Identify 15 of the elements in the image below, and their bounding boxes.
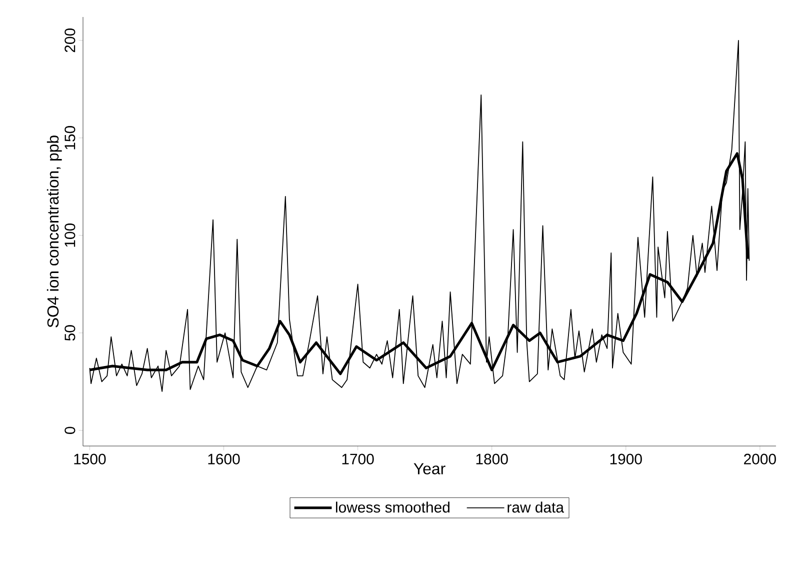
y-tick-label: 0: [64, 426, 76, 434]
y-tick-label: 200: [64, 28, 76, 52]
x-tick-label: 2000: [744, 454, 776, 464]
y-axis-title: SO4 ion concentration, ppb: [46, 136, 62, 328]
legend-label: lowess smoothed: [336, 502, 450, 513]
y-tick-label: 150: [64, 126, 76, 150]
x-tick-label: 1500: [74, 454, 106, 464]
x-tick-label: 1700: [342, 454, 374, 464]
x-tick-label: 1800: [476, 454, 508, 464]
legend-label: raw data: [508, 502, 564, 513]
y-tick-label: 50: [64, 325, 76, 341]
x-axis-title: Year: [414, 463, 446, 474]
x-tick-label: 1600: [208, 454, 240, 464]
x-tick-label: 1900: [610, 454, 642, 464]
y-tick-label: 100: [64, 224, 76, 247]
